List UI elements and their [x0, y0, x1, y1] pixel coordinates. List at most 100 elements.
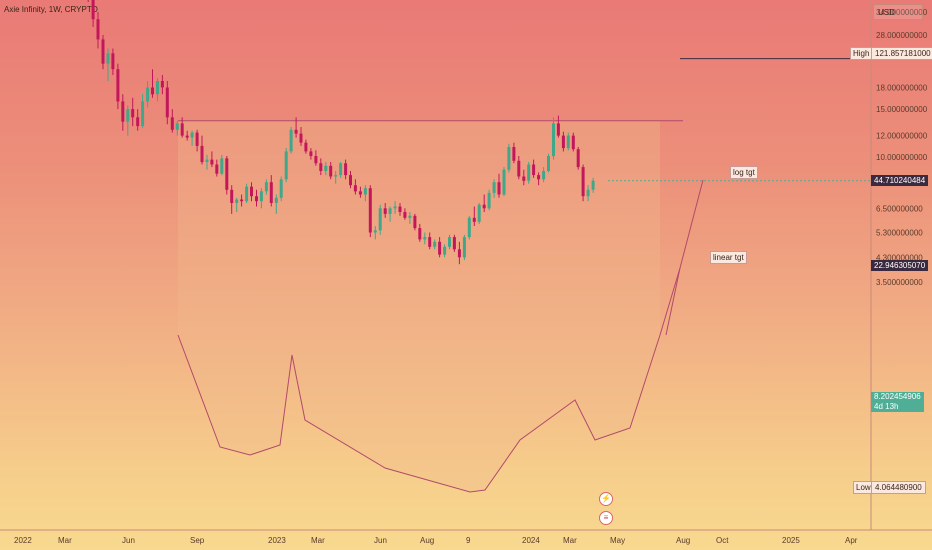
candle-body — [126, 109, 130, 122]
flag-icon[interactable]: ≡ — [599, 511, 613, 525]
candle-body — [339, 163, 343, 176]
x-tick-label: Mar — [58, 536, 72, 545]
candle-body — [240, 199, 244, 202]
x-tick-label: Mar — [311, 536, 325, 545]
candle-body — [215, 164, 219, 174]
candle-body — [492, 182, 496, 193]
candle-body — [383, 208, 387, 214]
candle-body — [180, 123, 184, 136]
y-tick-label: 34.000000000 — [876, 8, 928, 17]
candle-body — [452, 237, 456, 250]
candle-body — [472, 217, 476, 222]
candle-body — [284, 151, 288, 180]
candle-body — [462, 237, 466, 258]
x-tick-label: 9 — [466, 536, 471, 545]
candle-body — [373, 230, 377, 233]
candle-body — [101, 39, 105, 64]
candle-body — [344, 163, 348, 176]
candle-body — [294, 129, 298, 134]
candle-body — [156, 81, 159, 95]
candle-body — [556, 123, 560, 136]
candle-body — [175, 123, 179, 130]
candle-body — [571, 135, 575, 150]
candle-body — [443, 246, 447, 255]
candle-body — [141, 101, 145, 126]
current-price-countdown: 4d 13h — [874, 402, 899, 411]
candle-body — [106, 53, 110, 64]
candle-body — [170, 117, 174, 130]
linear-target-label: linear tgt — [710, 251, 747, 264]
x-tick-label: May — [610, 536, 625, 545]
currency-selector[interactable]: USD — [873, 4, 923, 20]
candle-body — [378, 208, 382, 231]
candle-body — [428, 237, 432, 247]
candle-body — [269, 182, 273, 203]
candle-body — [408, 215, 412, 218]
x-tick-label: 2024 — [522, 536, 540, 545]
candle-body — [393, 206, 397, 209]
candle-body — [334, 175, 338, 177]
candle-body — [264, 182, 268, 192]
candle-body — [552, 123, 555, 157]
candle-body — [220, 158, 224, 174]
linear-target-price-tag: 22.946305070 — [871, 260, 929, 271]
candle-body — [245, 186, 249, 202]
candle-body — [457, 249, 461, 258]
candle-body — [151, 87, 154, 95]
candle-body — [423, 237, 427, 240]
candle-body — [255, 196, 258, 202]
linear-target-projection — [665, 267, 681, 336]
cup-pattern-fill — [178, 120, 660, 492]
candle-body — [235, 199, 239, 203]
candle-body — [512, 147, 516, 161]
candle-body — [413, 215, 417, 229]
x-tick-label: Jun — [122, 536, 135, 545]
candle-body — [259, 191, 263, 202]
candle-body — [527, 164, 531, 181]
candle-body — [299, 133, 303, 143]
low-label: Low — [853, 481, 874, 494]
candle-body — [160, 81, 164, 88]
candle-body — [586, 189, 590, 197]
candle-body — [146, 87, 150, 102]
x-tick-label: 2023 — [268, 536, 286, 545]
chart-title: Axie Infinity, 1W, CRYPTO — [4, 5, 98, 14]
candle-body — [230, 189, 234, 203]
candle-body — [522, 176, 526, 181]
y-tick-label: 4.300000000 — [876, 253, 923, 262]
log-target-price-tag: 44.710240484 — [871, 175, 929, 186]
candle-body — [517, 160, 521, 177]
y-tick-label: 12.000000000 — [876, 132, 928, 141]
candle-body — [487, 192, 491, 209]
candle-body — [210, 159, 214, 165]
candle-body — [448, 237, 451, 247]
candle-body — [388, 208, 392, 214]
x-tick-label: Oct — [716, 536, 729, 545]
x-tick-label: Sep — [190, 536, 205, 545]
y-tick-label: 5.300000000 — [876, 229, 923, 238]
candle-body — [200, 145, 204, 163]
candle-body — [131, 109, 135, 118]
candle-body — [309, 151, 313, 156]
y-tick-label: 28.000000000 — [876, 31, 928, 40]
lightning-icon[interactable]: ⚡ — [599, 492, 613, 506]
candle-body — [190, 132, 194, 138]
low-price-tag: 4.064480900 — [871, 481, 926, 494]
candle-body — [581, 167, 585, 197]
candle-body — [136, 117, 140, 127]
candle-body — [121, 101, 125, 122]
candle-body — [314, 156, 318, 164]
y-tick-label: 10.000000000 — [876, 153, 928, 162]
candle-body — [561, 135, 565, 149]
candle-body — [96, 19, 100, 40]
candle-body — [274, 197, 278, 203]
candle-body — [329, 165, 333, 177]
log-target-label: log tgt — [730, 166, 758, 179]
candle-body — [363, 188, 367, 195]
candle-body — [547, 156, 550, 171]
high-price-tag: 121.857181000 — [871, 47, 932, 60]
candle-body — [91, 0, 95, 20]
candle-body — [591, 180, 595, 190]
